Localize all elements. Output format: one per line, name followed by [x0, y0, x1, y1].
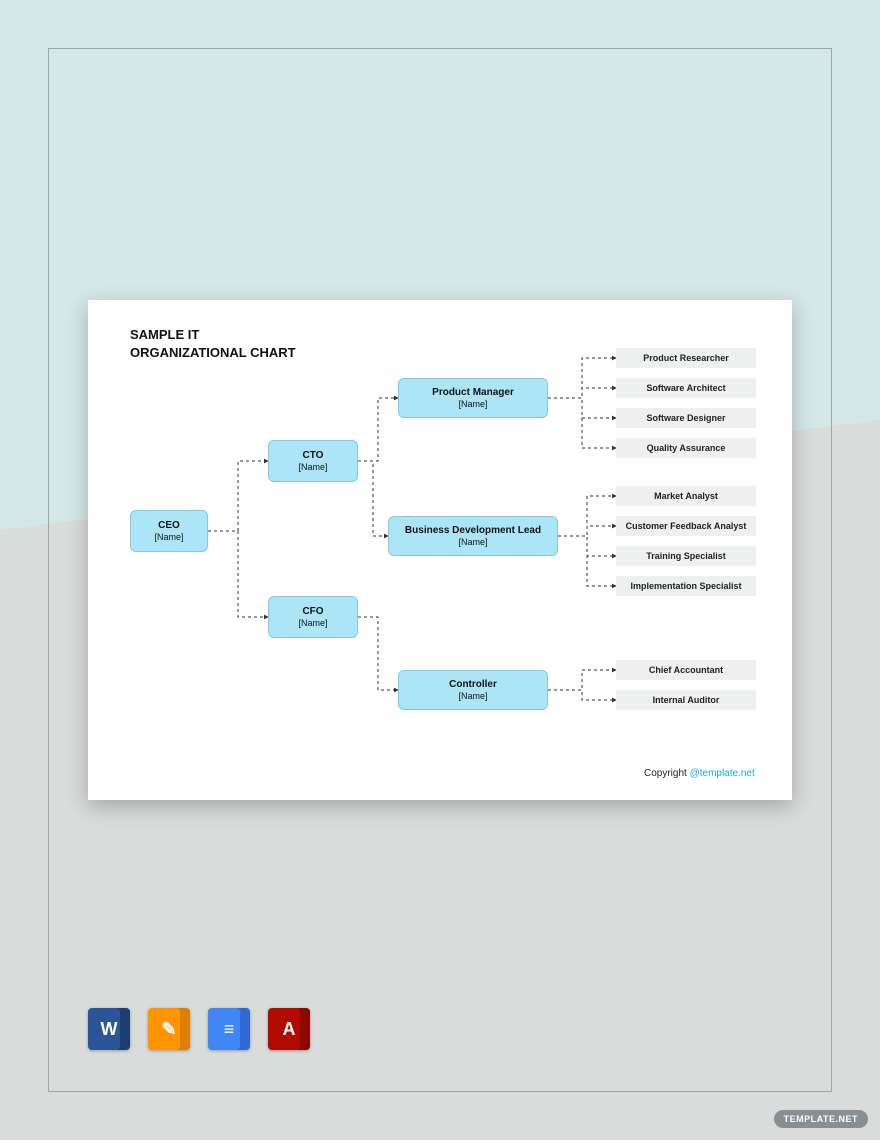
org-leaf-pr: Product Researcher	[616, 348, 756, 368]
connector-bdl-ts	[558, 536, 616, 556]
org-node-bdl: Business Development Lead[Name]	[388, 516, 558, 556]
org-node-label: Controller	[449, 678, 497, 691]
connector-ceo-cto	[208, 461, 268, 531]
word-icon[interactable]: W	[88, 1008, 130, 1050]
pdf-icon[interactable]: A	[268, 1008, 310, 1050]
chart-card: SAMPLE IT ORGANIZATIONAL CHART Copyright…	[88, 300, 792, 800]
org-leaf-sd: Software Designer	[616, 408, 756, 428]
connector-pm-qa	[548, 398, 616, 448]
org-node-placeholder: [Name]	[458, 691, 487, 703]
connector-bdl-ma	[558, 496, 616, 536]
org-node-placeholder: [Name]	[458, 537, 487, 549]
org-node-label: CFO	[302, 605, 323, 618]
chart-title-line2: ORGANIZATIONAL CHART	[130, 345, 296, 360]
connector-ceo-cfo	[208, 531, 268, 617]
connector-ctrl-ca	[548, 670, 616, 690]
org-node-cfo: CFO[Name]	[268, 596, 358, 638]
org-leaf-is: Implementation Specialist	[616, 576, 756, 596]
chart-title-line1: SAMPLE IT	[130, 327, 199, 342]
org-node-label: Business Development Lead	[405, 524, 541, 537]
org-leaf-ia: Internal Auditor	[616, 690, 756, 710]
copyright-link[interactable]: @template.net	[690, 768, 755, 779]
org-leaf-ts: Training Specialist	[616, 546, 756, 566]
connector-pm-sa	[548, 388, 616, 398]
org-node-placeholder: [Name]	[298, 462, 327, 474]
connector-cto-pm	[358, 398, 398, 461]
connector-cto-bdl	[358, 461, 388, 536]
copyright-text: Copyright @template.net	[644, 768, 755, 779]
org-node-label: Product Manager	[432, 386, 514, 399]
org-node-cto: CTO[Name]	[268, 440, 358, 482]
copyright-prefix: Copyright	[644, 768, 690, 779]
connector-bdl-is	[558, 536, 616, 586]
connector-pm-pr	[548, 358, 616, 398]
org-node-placeholder: [Name]	[298, 618, 327, 630]
org-leaf-ma: Market Analyst	[616, 486, 756, 506]
org-leaf-sa: Software Architect	[616, 378, 756, 398]
org-leaf-ca: Chief Accountant	[616, 660, 756, 680]
org-leaf-cfa: Customer Feedback Analyst	[616, 516, 756, 536]
org-leaf-qa: Quality Assurance	[616, 438, 756, 458]
connector-bdl-cfa	[558, 526, 616, 536]
connector-ctrl-ia	[548, 690, 616, 700]
org-node-pm: Product Manager[Name]	[398, 378, 548, 418]
template-badge: TEMPLATE.NET	[774, 1110, 868, 1128]
org-node-label: CTO	[303, 449, 324, 462]
connector-pm-sd	[548, 398, 616, 418]
org-node-label: CEO	[158, 519, 180, 532]
connector-cfo-ctrl	[358, 617, 398, 690]
gdocs-icon[interactable]: ≡	[208, 1008, 250, 1050]
org-node-ctrl: Controller[Name]	[398, 670, 548, 710]
org-node-placeholder: [Name]	[458, 399, 487, 411]
org-node-placeholder: [Name]	[154, 532, 183, 544]
pages-icon[interactable]: ✎	[148, 1008, 190, 1050]
file-format-icons: W ✎ ≡ A	[88, 1008, 310, 1050]
chart-title: SAMPLE IT ORGANIZATIONAL CHART	[130, 326, 296, 361]
org-node-ceo: CEO[Name]	[130, 510, 208, 552]
